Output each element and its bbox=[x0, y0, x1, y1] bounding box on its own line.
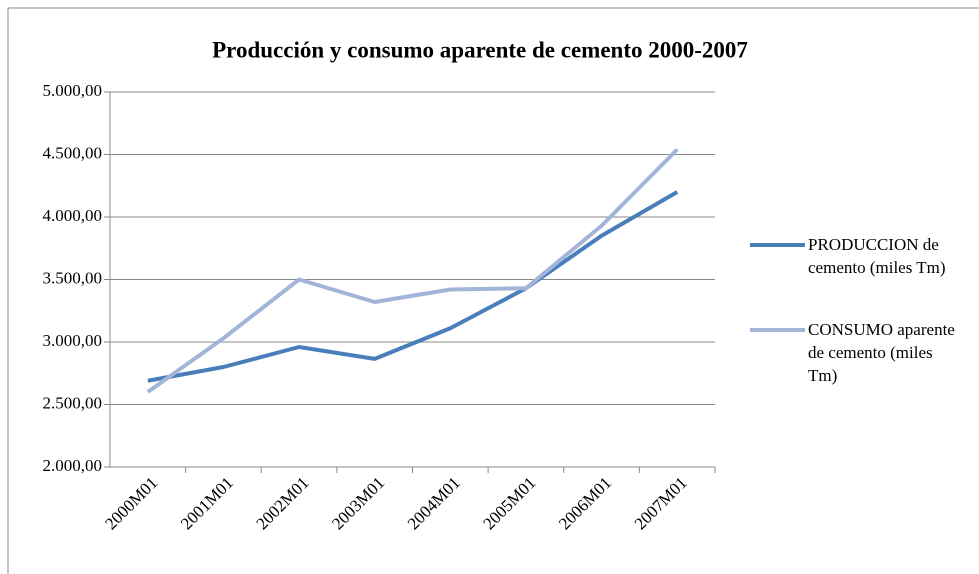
legend-label: PRODUCCION de cemento (miles Tm) bbox=[808, 235, 946, 277]
y-tick-label: 3.000,00 bbox=[43, 331, 103, 350]
y-tick-label: 4.000,00 bbox=[43, 206, 103, 225]
chart-title: Producción y consumo aparente de cemento… bbox=[212, 37, 748, 62]
legend-label: CONSUMO aparente de cemento (miles Tm) bbox=[808, 320, 955, 385]
chart-border bbox=[7, 7, 979, 574]
y-tick-label: 2.000,00 bbox=[43, 456, 103, 475]
y-tick-label: 4.500,00 bbox=[43, 143, 103, 162]
series-line bbox=[147, 190, 679, 383]
y-tick-label: 2.500,00 bbox=[43, 393, 103, 412]
y-tick-label: 3.500,00 bbox=[43, 268, 103, 287]
series-line bbox=[146, 148, 679, 394]
y-tick-label: 5.000,00 bbox=[43, 81, 103, 100]
